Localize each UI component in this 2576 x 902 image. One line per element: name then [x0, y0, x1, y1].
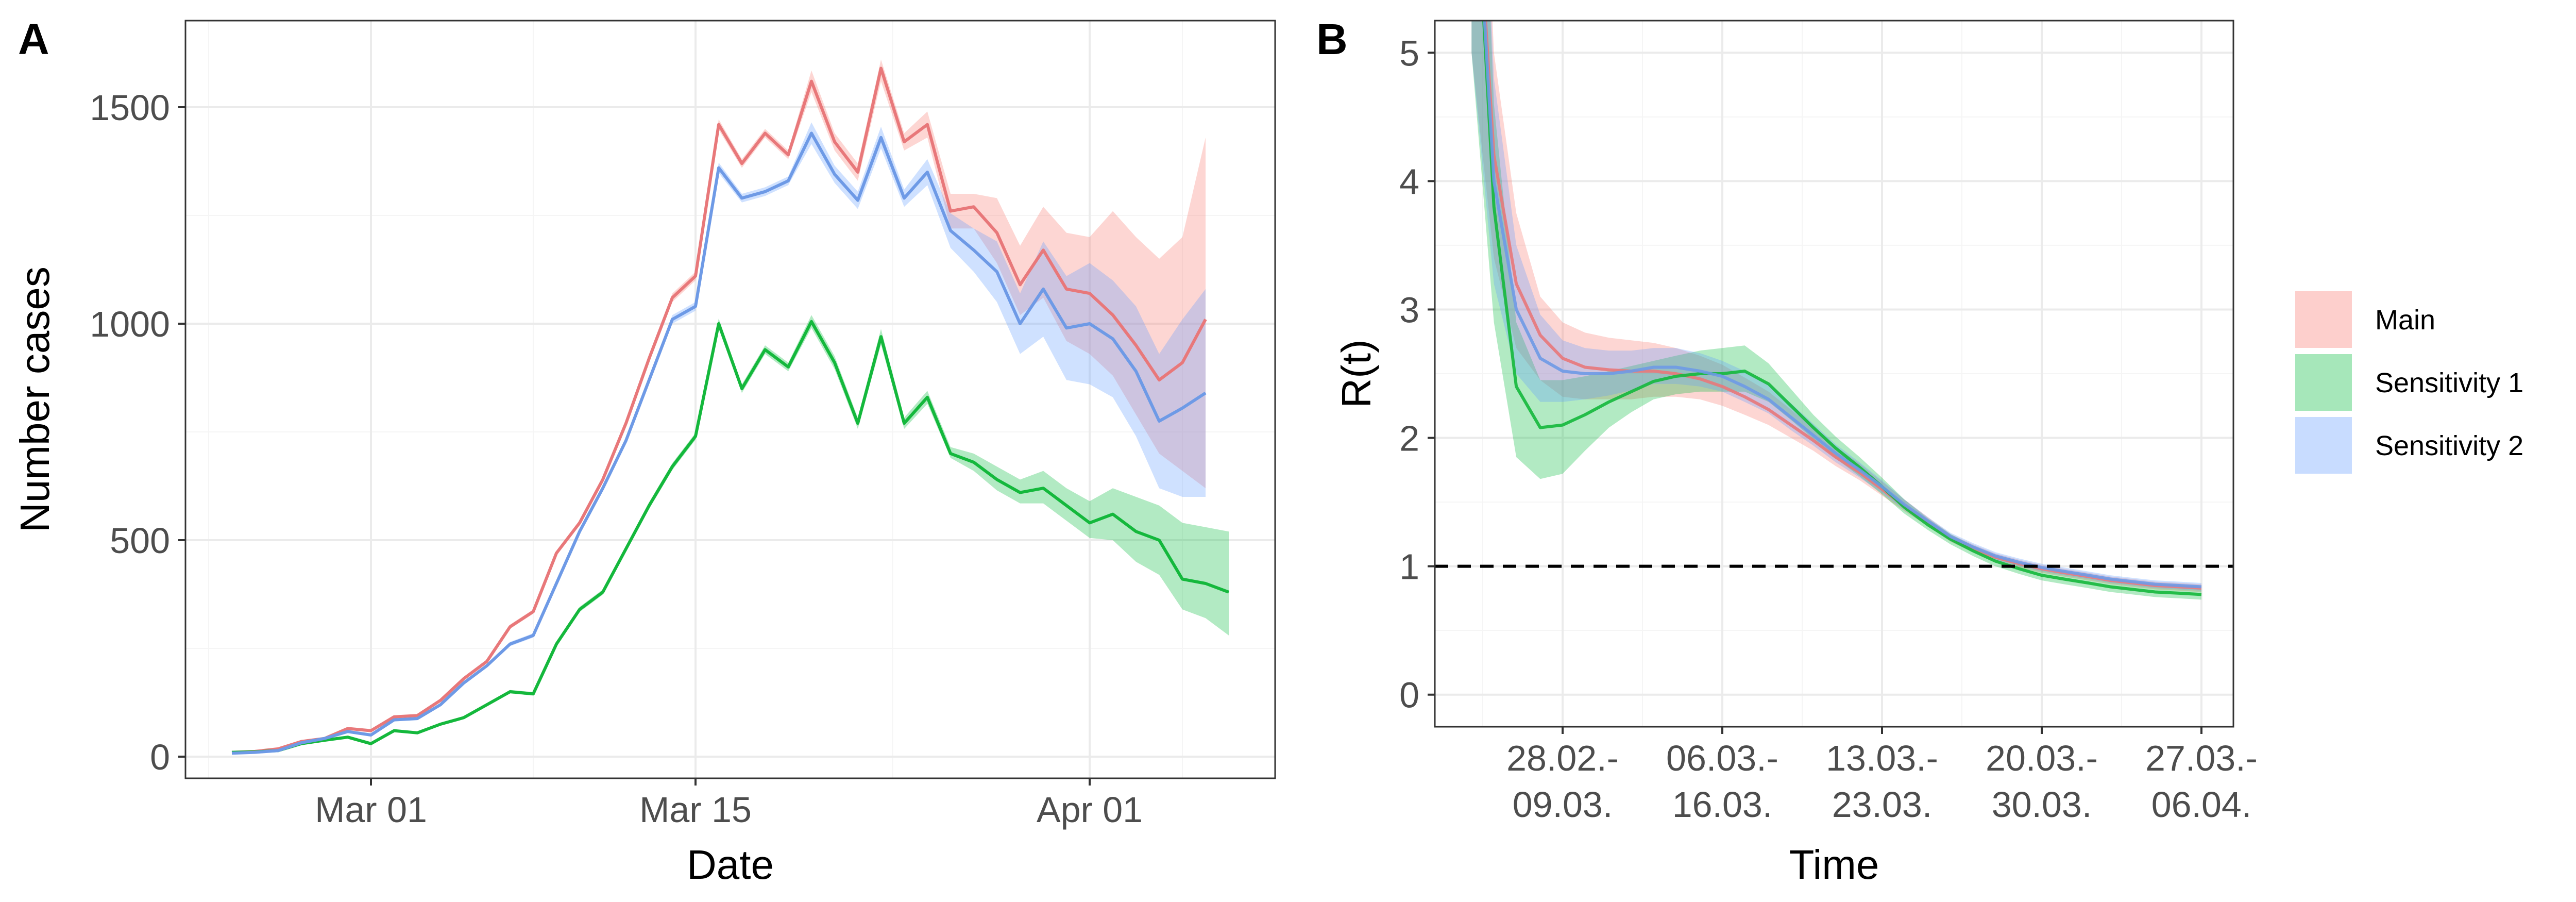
y-tick-label: 1500	[90, 88, 170, 128]
panel-b-gridlines	[1435, 21, 2233, 727]
x-tick-label: 13.03.-	[1826, 738, 1938, 778]
panel-a-x-axis-title: Date	[687, 842, 774, 888]
x-tick-label: Mar 15	[639, 790, 752, 830]
panel-b-border	[1434, 20, 2234, 728]
x-tick-label: 06.03.-	[1666, 738, 1778, 778]
panel-b-y-axis-title: R(t)	[1333, 339, 1379, 408]
legend-label-sensitivity2: Sensitivity 2	[2375, 430, 2523, 461]
x-tick-label: Apr 01	[1037, 790, 1143, 830]
panel-a-series-lines	[231, 66, 1230, 755]
y-tick-label: 4	[1399, 161, 1419, 202]
x-tick-label: 20.03.-	[1986, 738, 2098, 778]
panel-a-background	[185, 21, 1275, 778]
series-line-main	[231, 66, 1207, 754]
series-line-sensitivity2	[1483, 21, 2202, 589]
panel-b-ticks: 0 1 2 3 4 5 28.02.- 09.03. 06.03.- 16.03. 13.03.- 2…	[1399, 33, 2258, 825]
series-line-sensitivity2	[231, 131, 1207, 755]
panel-a-y-axis-title: Number cases	[12, 266, 58, 532]
y-tick-label: 3	[1399, 290, 1419, 330]
x-tick-label: 28.02.-	[1506, 738, 1619, 778]
x-tick-label: 23.03.	[1832, 784, 1933, 825]
panel-a-border	[184, 20, 1276, 779]
y-tick-label: 5	[1399, 33, 1419, 73]
panel-a-ticks: 0 500 1000 1500 Mar 01 Mar 15 Apr 01	[90, 88, 1143, 830]
x-tick-label: 27.03.-	[2145, 738, 2258, 778]
x-tick-label: 09.03.	[1513, 784, 1613, 825]
legend-label-sensitivity1: Sensitivity 1	[2375, 368, 2523, 398]
legend-key-main	[2295, 291, 2352, 348]
y-tick-label: 0	[1399, 675, 1419, 715]
legend: Main Sensitivity 1 Sensitivity 2	[2295, 291, 2523, 474]
series-line-sensitivity1	[1482, 21, 2202, 596]
y-tick-label: 1	[1399, 547, 1419, 587]
panel-b-x-axis-title: Time	[1789, 842, 1879, 888]
y-tick-label: 0	[150, 737, 170, 777]
legend-key-sensitivity2	[2295, 417, 2352, 474]
x-tick-label: Mar 01	[315, 790, 427, 830]
panel-b-letter: B	[1316, 15, 1348, 63]
y-tick-label: 2	[1399, 419, 1419, 459]
panel-a: A 0 500 1000 1500 Mar 01 Mar 15 Apr 01 Date Nu…	[12, 15, 1276, 888]
x-tick-label: 16.03.	[1672, 784, 1773, 825]
x-tick-label: 06.04.	[2151, 784, 2252, 825]
legend-label-main: Main	[2375, 305, 2435, 336]
panel-a-letter: A	[18, 15, 49, 63]
x-tick-label: 30.03.	[1992, 784, 2092, 825]
panel-b-series-lines	[1482, 21, 2202, 596]
series-line-sensitivity1	[231, 320, 1230, 754]
y-tick-label: 1000	[90, 304, 170, 344]
panel-a-gridlines	[185, 21, 1275, 778]
panel-b: B 0 1 2 3 4 5 28.02.- 09.03. 06.03.- 16.03. 13.03.…	[1316, 15, 2258, 888]
legend-key-sensitivity1	[2295, 354, 2352, 411]
y-tick-label: 500	[110, 521, 170, 561]
